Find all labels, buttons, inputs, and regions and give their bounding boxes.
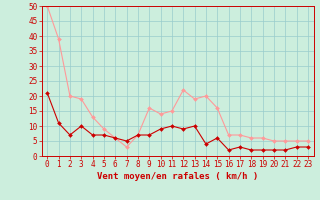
X-axis label: Vent moyen/en rafales ( km/h ): Vent moyen/en rafales ( km/h ) bbox=[97, 172, 258, 181]
